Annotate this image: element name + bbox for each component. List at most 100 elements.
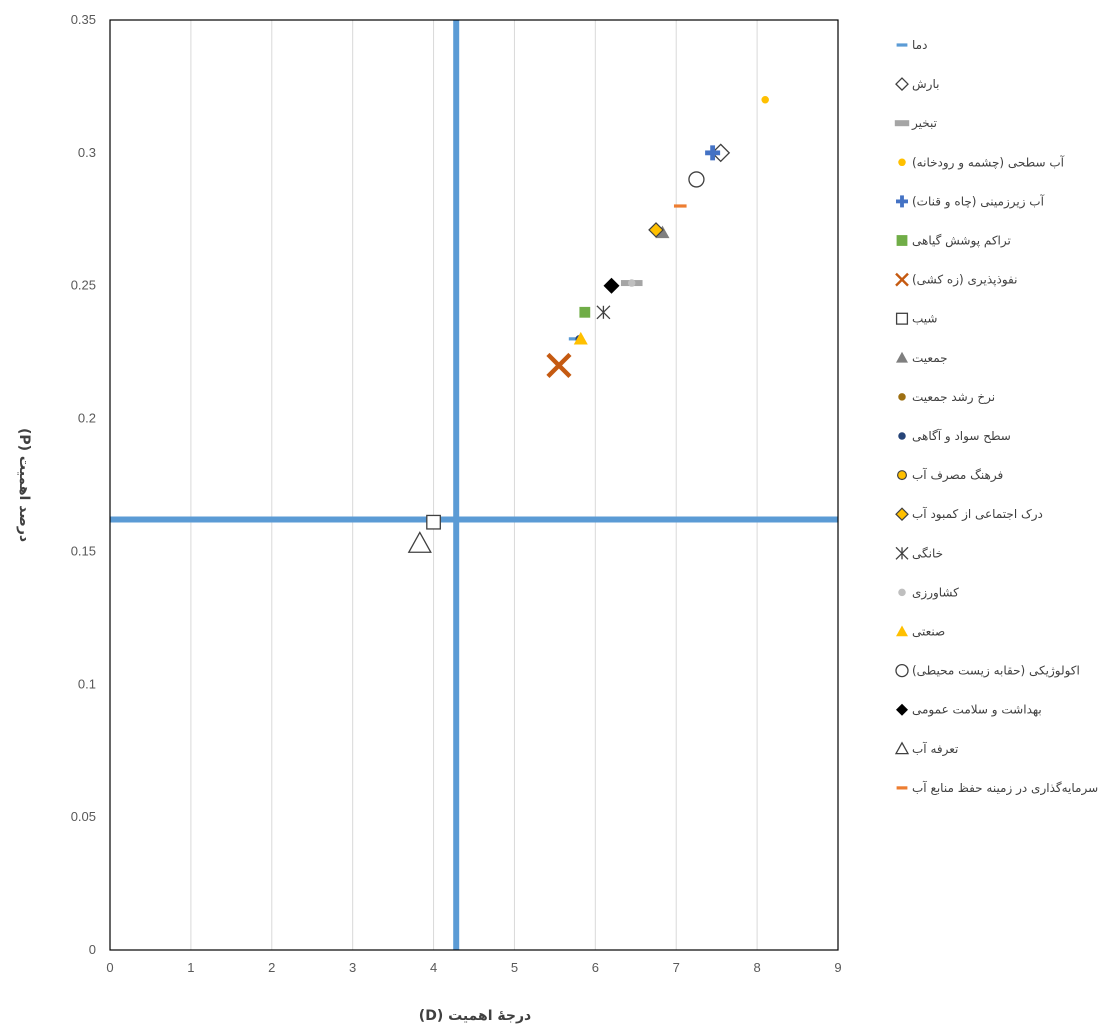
legend-label: آب زیرزمینی (چاه و قنات) xyxy=(912,193,1045,209)
y-tick-label: 0 xyxy=(89,942,96,957)
legend-item-7: نفوذپذیری (زه کشی) xyxy=(895,272,1017,288)
legend-label: خانگی xyxy=(912,546,943,560)
legend-item-6: تراکم پوشش گیاهی xyxy=(896,234,1011,249)
legend-item-14: خانگی xyxy=(895,546,943,560)
x-tick-label: 4 xyxy=(430,960,437,975)
data-point-1 xyxy=(568,337,582,341)
legend-item-20: سرمایه‌گذاری در زمینه حفظ منابع آب xyxy=(896,780,1098,796)
legend-marker xyxy=(896,703,908,716)
legend-item-11: سطح سواد و آگاهی xyxy=(898,428,1011,444)
legend-item-3: تبخیر xyxy=(894,116,937,131)
legend-item-9: جمعیت xyxy=(896,351,948,365)
legend-label: صنعتی xyxy=(912,625,945,639)
plot-area-border xyxy=(109,19,839,951)
y-tick-label: 0.2 xyxy=(78,411,96,426)
legend-marker xyxy=(898,432,906,440)
legend-label: نفوذپذیری (زه کشی) xyxy=(912,273,1017,288)
legend: دما بارش تبخیر آب سطحی (چشمه و رودخانه) آب ز… xyxy=(894,38,1098,796)
data-point-8 xyxy=(426,514,441,530)
legend-marker xyxy=(896,195,908,208)
legend-label: سطح سواد و آگاهی xyxy=(912,428,1011,444)
data-point-15 xyxy=(627,279,636,287)
legend-label: جمعیت xyxy=(912,351,948,365)
legend-marker xyxy=(896,351,908,363)
data-point-18 xyxy=(603,277,620,294)
legend-item-8: شیب xyxy=(895,312,937,326)
data-point-14 xyxy=(596,305,611,320)
data-point-13 xyxy=(648,222,664,238)
x-axis-title: درجهٔ اهمیت (D) xyxy=(419,1008,531,1024)
legend-marker xyxy=(895,77,909,92)
data-point-16 xyxy=(573,331,588,345)
legend-item-1: دما xyxy=(896,38,927,52)
x-tick-label: 6 xyxy=(592,960,599,975)
reference-lines xyxy=(110,20,838,950)
legend-label: کشاورزی xyxy=(912,585,959,600)
legend-marker xyxy=(894,120,910,127)
legend-label: دما xyxy=(912,38,927,52)
legend-item-10: نرخ رشد جمعیت xyxy=(898,390,995,405)
legend-label: تبخیر xyxy=(911,116,937,131)
legend-label: بهداشت و سلامت عمومی xyxy=(912,703,1042,718)
legend-marker xyxy=(898,158,906,167)
legend-item-17: اکولوژیکی (حقابه زیست محیطی) xyxy=(895,663,1080,679)
x-tick-label: 3 xyxy=(349,960,356,975)
legend-label: آب سطحی (چشمه و رودخانه) xyxy=(912,154,1065,170)
legend-label: تعرفه آب xyxy=(912,741,958,757)
data-point-2 xyxy=(711,143,731,163)
legend-label: شیب xyxy=(912,312,937,326)
x-tick-label: 7 xyxy=(673,960,680,975)
legend-marker xyxy=(895,546,909,560)
y-tick-label: 0.25 xyxy=(71,278,96,293)
legend-marker xyxy=(896,43,908,47)
data-point-20 xyxy=(673,204,687,208)
y-tick-label: 0.05 xyxy=(71,809,96,824)
legend-marker xyxy=(895,663,909,678)
x-tick-label: 9 xyxy=(834,960,841,975)
legend-item-2: بارش xyxy=(895,77,939,92)
legend-item-13: درک اجتماعی از کمبود آب xyxy=(895,506,1043,522)
legend-label: تراکم پوشش گیاهی xyxy=(912,234,1011,249)
legend-item-12: فرهنگ مصرف آب xyxy=(896,467,1003,483)
axes: 0 1 2 3 4 5 6 7 8 9 0 0.05 0.1 0.15 0.2 0.25 0.3 0.35 xyxy=(71,12,842,975)
x-tick-label: 1 xyxy=(187,960,194,975)
legend-label: بارش xyxy=(912,77,939,92)
legend-marker xyxy=(896,786,908,790)
legend-item-5: آب زیرزمینی (چاه و قنات) xyxy=(896,193,1045,209)
x-tick-label: 2 xyxy=(268,960,275,975)
data-point-19 xyxy=(407,531,432,553)
legend-item-18: بهداشت و سلامت عمومی xyxy=(896,703,1042,718)
legend-item-4: آب سطحی (چشمه و رودخانه) xyxy=(898,154,1065,170)
legend-label: درک اجتماعی از کمبود آب xyxy=(912,506,1043,522)
data-point-4 xyxy=(761,95,769,104)
legend-label: نرخ رشد جمعیت xyxy=(912,390,995,405)
data-point-7 xyxy=(546,352,572,378)
legend-marker xyxy=(895,507,909,522)
y-tick-label: 0.35 xyxy=(71,12,96,27)
legend-marker xyxy=(894,741,910,755)
gridlines xyxy=(190,20,758,950)
legend-marker xyxy=(896,625,908,637)
y-tick-label: 0.1 xyxy=(78,676,96,691)
x-tick-label: 5 xyxy=(511,960,518,975)
legend-marker xyxy=(895,312,909,325)
y-tick-label: 0.3 xyxy=(78,145,96,160)
data-point-9 xyxy=(655,225,670,239)
legend-label: اکولوژیکی (حقابه زیست محیطی) xyxy=(912,664,1080,679)
legend-marker xyxy=(898,393,906,401)
legend-marker xyxy=(896,235,908,246)
legend-label: فرهنگ مصرف آب xyxy=(912,467,1003,483)
x-tick-label: 8 xyxy=(753,960,760,975)
x-tick-label: 0 xyxy=(106,960,113,975)
data-point-5 xyxy=(705,145,721,161)
legend-marker xyxy=(896,470,908,481)
legend-item-15: کشاورزی xyxy=(898,585,959,600)
legend-marker xyxy=(895,272,909,287)
data-point-17 xyxy=(688,171,705,188)
legend-label: سرمایه‌گذاری در زمینه حفظ منابع آب xyxy=(912,780,1098,796)
legend-item-19: تعرفه آب xyxy=(894,741,958,757)
legend-item-16: صنعتی xyxy=(896,625,945,639)
legend-marker xyxy=(898,588,906,597)
y-tick-label: 0.15 xyxy=(71,543,96,558)
